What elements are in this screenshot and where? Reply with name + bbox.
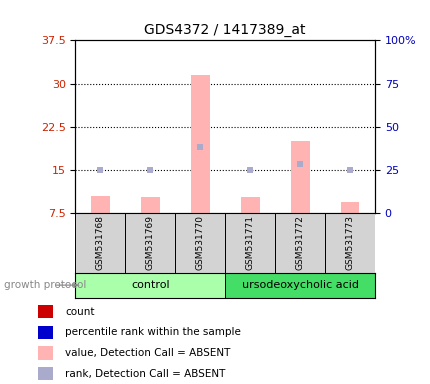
Text: GSM531773: GSM531773 [345, 215, 354, 270]
Bar [38, 326, 53, 339]
Text: GSM531768: GSM531768 [95, 215, 104, 270]
Text: GSM531772: GSM531772 [295, 215, 304, 270]
Bar [75, 213, 125, 273]
Bar [141, 197, 160, 213]
Bar [274, 213, 324, 273]
Text: ursodeoxycholic acid: ursodeoxycholic acid [241, 280, 358, 290]
Text: GSM531769: GSM531769 [145, 215, 154, 270]
Bar [324, 213, 374, 273]
Bar [125, 213, 175, 273]
Bar [175, 213, 224, 273]
Text: percentile rank within the sample: percentile rank within the sample [65, 328, 240, 338]
Bar [38, 305, 53, 318]
Bar [38, 367, 53, 380]
Bar [190, 75, 209, 213]
Text: GSM531770: GSM531770 [195, 215, 204, 270]
Bar [38, 346, 53, 360]
Text: GSM531771: GSM531771 [245, 215, 254, 270]
Bar [75, 273, 224, 298]
Text: count: count [65, 307, 94, 317]
Bar [224, 213, 274, 273]
Text: value, Detection Call = ABSENT: value, Detection Call = ABSENT [65, 348, 230, 358]
Bar [340, 202, 359, 213]
Bar [224, 273, 374, 298]
Bar [91, 196, 110, 213]
Text: rank, Detection Call = ABSENT: rank, Detection Call = ABSENT [65, 369, 225, 379]
Bar [290, 141, 309, 213]
Text: control: control [131, 280, 169, 290]
Text: growth protocol: growth protocol [4, 280, 86, 290]
Title: GDS4372 / 1417389_at: GDS4372 / 1417389_at [144, 23, 305, 36]
Bar [240, 197, 259, 213]
